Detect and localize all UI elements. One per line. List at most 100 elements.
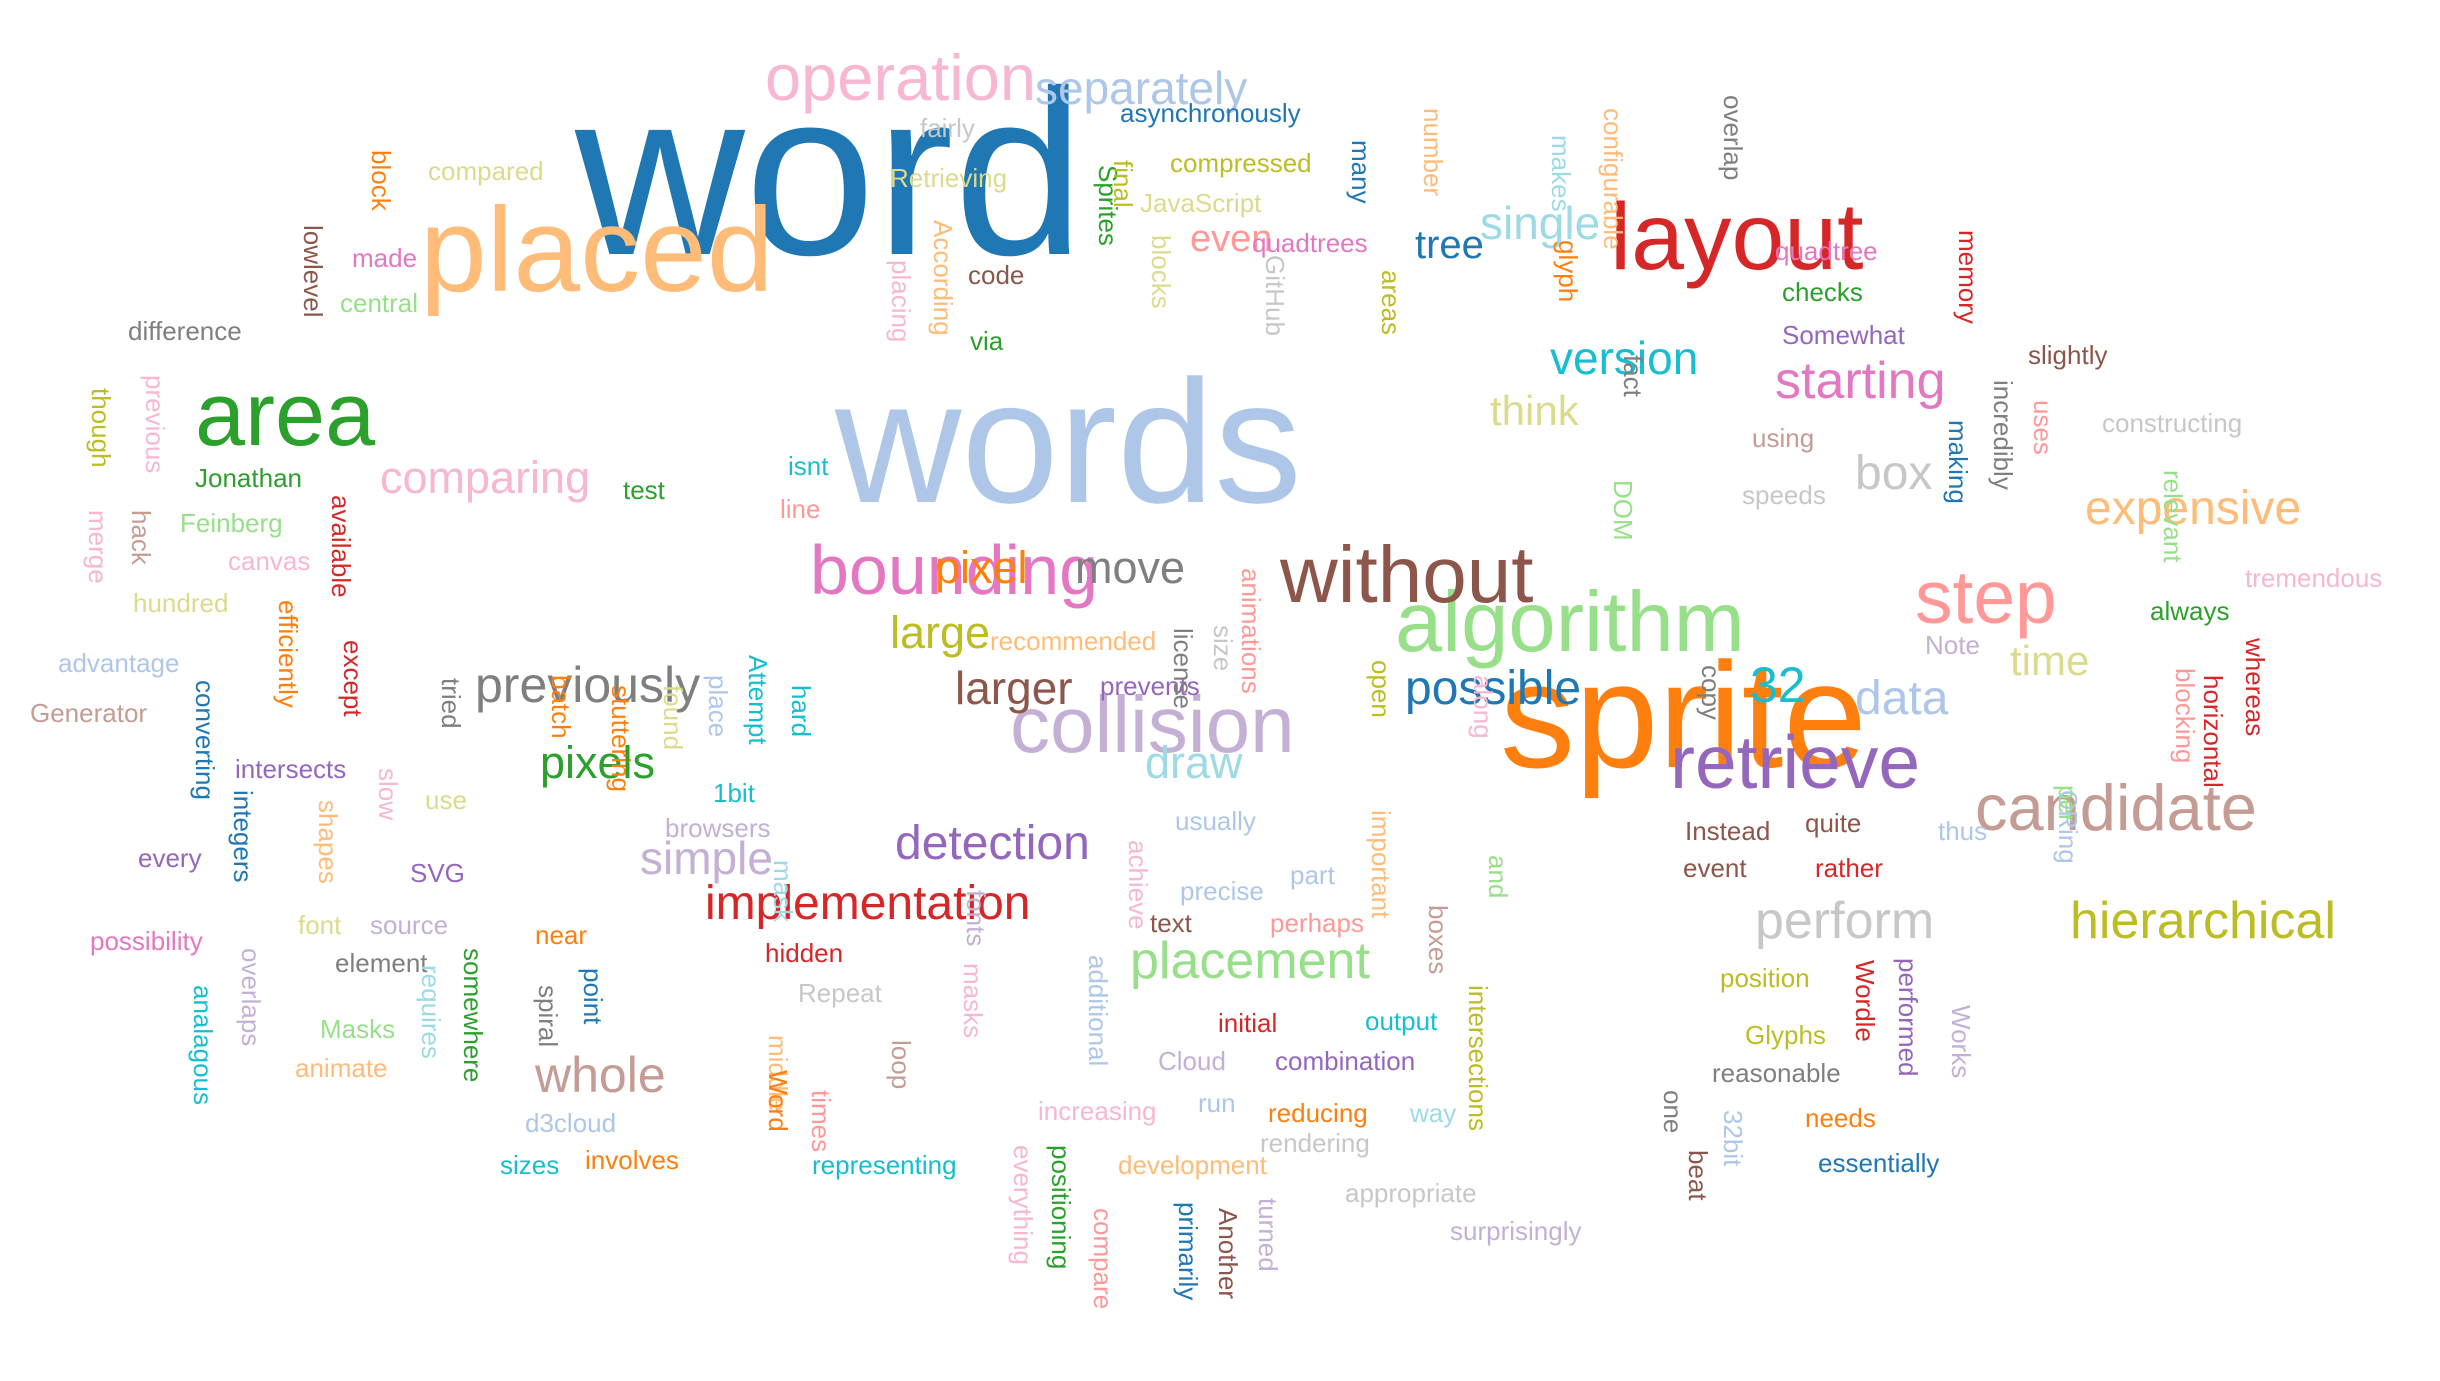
cloud-word: constructing xyxy=(2102,408,2243,438)
cloud-word: copy xyxy=(1696,665,1726,720)
cloud-word: placement xyxy=(1130,932,1370,990)
cloud-word: initial xyxy=(1218,1008,1278,1038)
cloud-word: pixels xyxy=(540,737,656,788)
cloud-word: configurable xyxy=(1598,108,1628,250)
cloud-word: move xyxy=(1075,542,1186,593)
cloud-word: blocks xyxy=(1146,235,1176,309)
cloud-word: using xyxy=(1752,423,1815,453)
cloud-word: except xyxy=(338,640,368,717)
cloud-word: compared xyxy=(428,156,544,186)
cloud-word: data xyxy=(1855,672,1949,725)
cloud-word: appropriate xyxy=(1345,1178,1477,1208)
cloud-word: think xyxy=(1490,387,1579,434)
cloud-word: isnt xyxy=(788,451,829,481)
cloud-word: perform xyxy=(1755,892,1935,950)
cloud-word: mask xyxy=(768,860,798,923)
cloud-word: speeds xyxy=(1742,480,1826,510)
cloud-word: operation xyxy=(765,41,1037,114)
cloud-word: though xyxy=(86,388,116,468)
cloud-word: time xyxy=(2010,637,2090,684)
cloud-word: many xyxy=(1346,140,1376,204)
cloud-word: hundred xyxy=(133,588,229,618)
cloud-word: achieve xyxy=(1123,840,1153,930)
cloud-word: and xyxy=(1483,855,1513,899)
cloud-word: near xyxy=(535,920,588,950)
cloud-word: license xyxy=(1168,628,1198,709)
cloud-word: via xyxy=(970,326,1004,356)
cloud-word: rendering xyxy=(1260,1128,1370,1158)
cloud-word: Masks xyxy=(320,1014,396,1044)
cloud-word: along xyxy=(1468,675,1498,739)
cloud-word: possibility xyxy=(90,926,203,956)
cloud-word: possible xyxy=(1405,662,1582,715)
cloud-word: tree xyxy=(1415,223,1484,267)
cloud-word: essentially xyxy=(1818,1148,1940,1178)
cloud-word: position xyxy=(1720,963,1810,993)
cloud-word: simple xyxy=(640,832,773,884)
cloud-word: loop xyxy=(886,1040,916,1090)
cloud-word: combination xyxy=(1275,1046,1416,1076)
cloud-word: whole xyxy=(535,1047,666,1103)
cloud-word: uses xyxy=(2028,400,2058,455)
cloud-word: 32 xyxy=(1750,657,1806,713)
cloud-word: hack xyxy=(126,510,156,565)
cloud-word: one xyxy=(1658,1090,1688,1134)
cloud-word: central xyxy=(340,288,419,318)
cloud-word: compressed xyxy=(1170,148,1312,178)
cloud-word: box xyxy=(1855,447,1933,500)
cloud-word: overlap xyxy=(1718,95,1748,181)
cloud-word: Glyphs xyxy=(1745,1020,1826,1050)
cloud-word: algorithm xyxy=(1395,575,1745,670)
cloud-word: recommended xyxy=(990,626,1157,656)
cloud-word: bounding xyxy=(810,531,1099,609)
cloud-word: everything xyxy=(1008,1145,1038,1265)
cloud-word: 1bit xyxy=(713,778,755,808)
cloud-word: horizontal xyxy=(2198,675,2228,788)
cloud-word: found xyxy=(658,685,688,751)
cloud-word: large xyxy=(890,607,991,658)
cloud-word: intersections xyxy=(1463,985,1493,1131)
cloud-word: previously xyxy=(475,657,701,713)
cloud-word: GitHub xyxy=(1260,255,1290,336)
cloud-word: making xyxy=(1943,420,1973,504)
cloud-word: overlaps xyxy=(236,948,266,1047)
cloud-word: previous xyxy=(140,375,170,474)
cloud-word: made xyxy=(352,243,418,273)
cloud-word: difference xyxy=(128,316,242,346)
cloud-word: spiral xyxy=(533,985,563,1048)
cloud-word: animate xyxy=(295,1053,388,1083)
cloud-word: per xyxy=(2053,785,2083,823)
cloud-word: 32bit xyxy=(1718,1110,1748,1167)
cloud-word: sizes xyxy=(500,1150,560,1180)
cloud-word: run xyxy=(1198,1088,1236,1118)
cloud-word: positioning xyxy=(1046,1145,1076,1270)
cloud-word: hidden xyxy=(765,938,844,968)
cloud-word: output xyxy=(1365,1006,1438,1036)
cloud-word: times xyxy=(806,1090,836,1153)
cloud-word: increasing xyxy=(1038,1096,1157,1126)
cloud-word: area xyxy=(195,365,376,465)
cloud-word: fonts xyxy=(961,890,991,947)
cloud-word: efficiently xyxy=(273,600,303,708)
cloud-word: beat xyxy=(1683,1150,1713,1201)
cloud-word: primarily xyxy=(1173,1202,1203,1301)
cloud-word: checks xyxy=(1782,277,1863,307)
cloud-word: analagous xyxy=(188,985,218,1105)
cloud-word: words xyxy=(835,345,1302,540)
cloud-word: blocking xyxy=(2170,668,2200,764)
cloud-word: test xyxy=(623,475,665,505)
cloud-word: Generator xyxy=(30,698,148,728)
cloud-word: memory xyxy=(1953,230,1983,324)
cloud-word: d3cloud xyxy=(525,1108,617,1138)
cloud-word: fairly xyxy=(920,113,975,143)
cloud-word: tried xyxy=(436,678,466,729)
cloud-word: even xyxy=(1190,218,1273,260)
cloud-word: Cloud xyxy=(1158,1046,1226,1076)
cloud-word: important xyxy=(1366,810,1396,919)
cloud-word: reducing xyxy=(1268,1098,1368,1128)
cloud-word: place xyxy=(703,675,733,738)
cloud-word: retrieve xyxy=(1670,720,1921,804)
cloud-word: expensive xyxy=(2085,482,2302,535)
cloud-word: version xyxy=(1550,332,1699,384)
